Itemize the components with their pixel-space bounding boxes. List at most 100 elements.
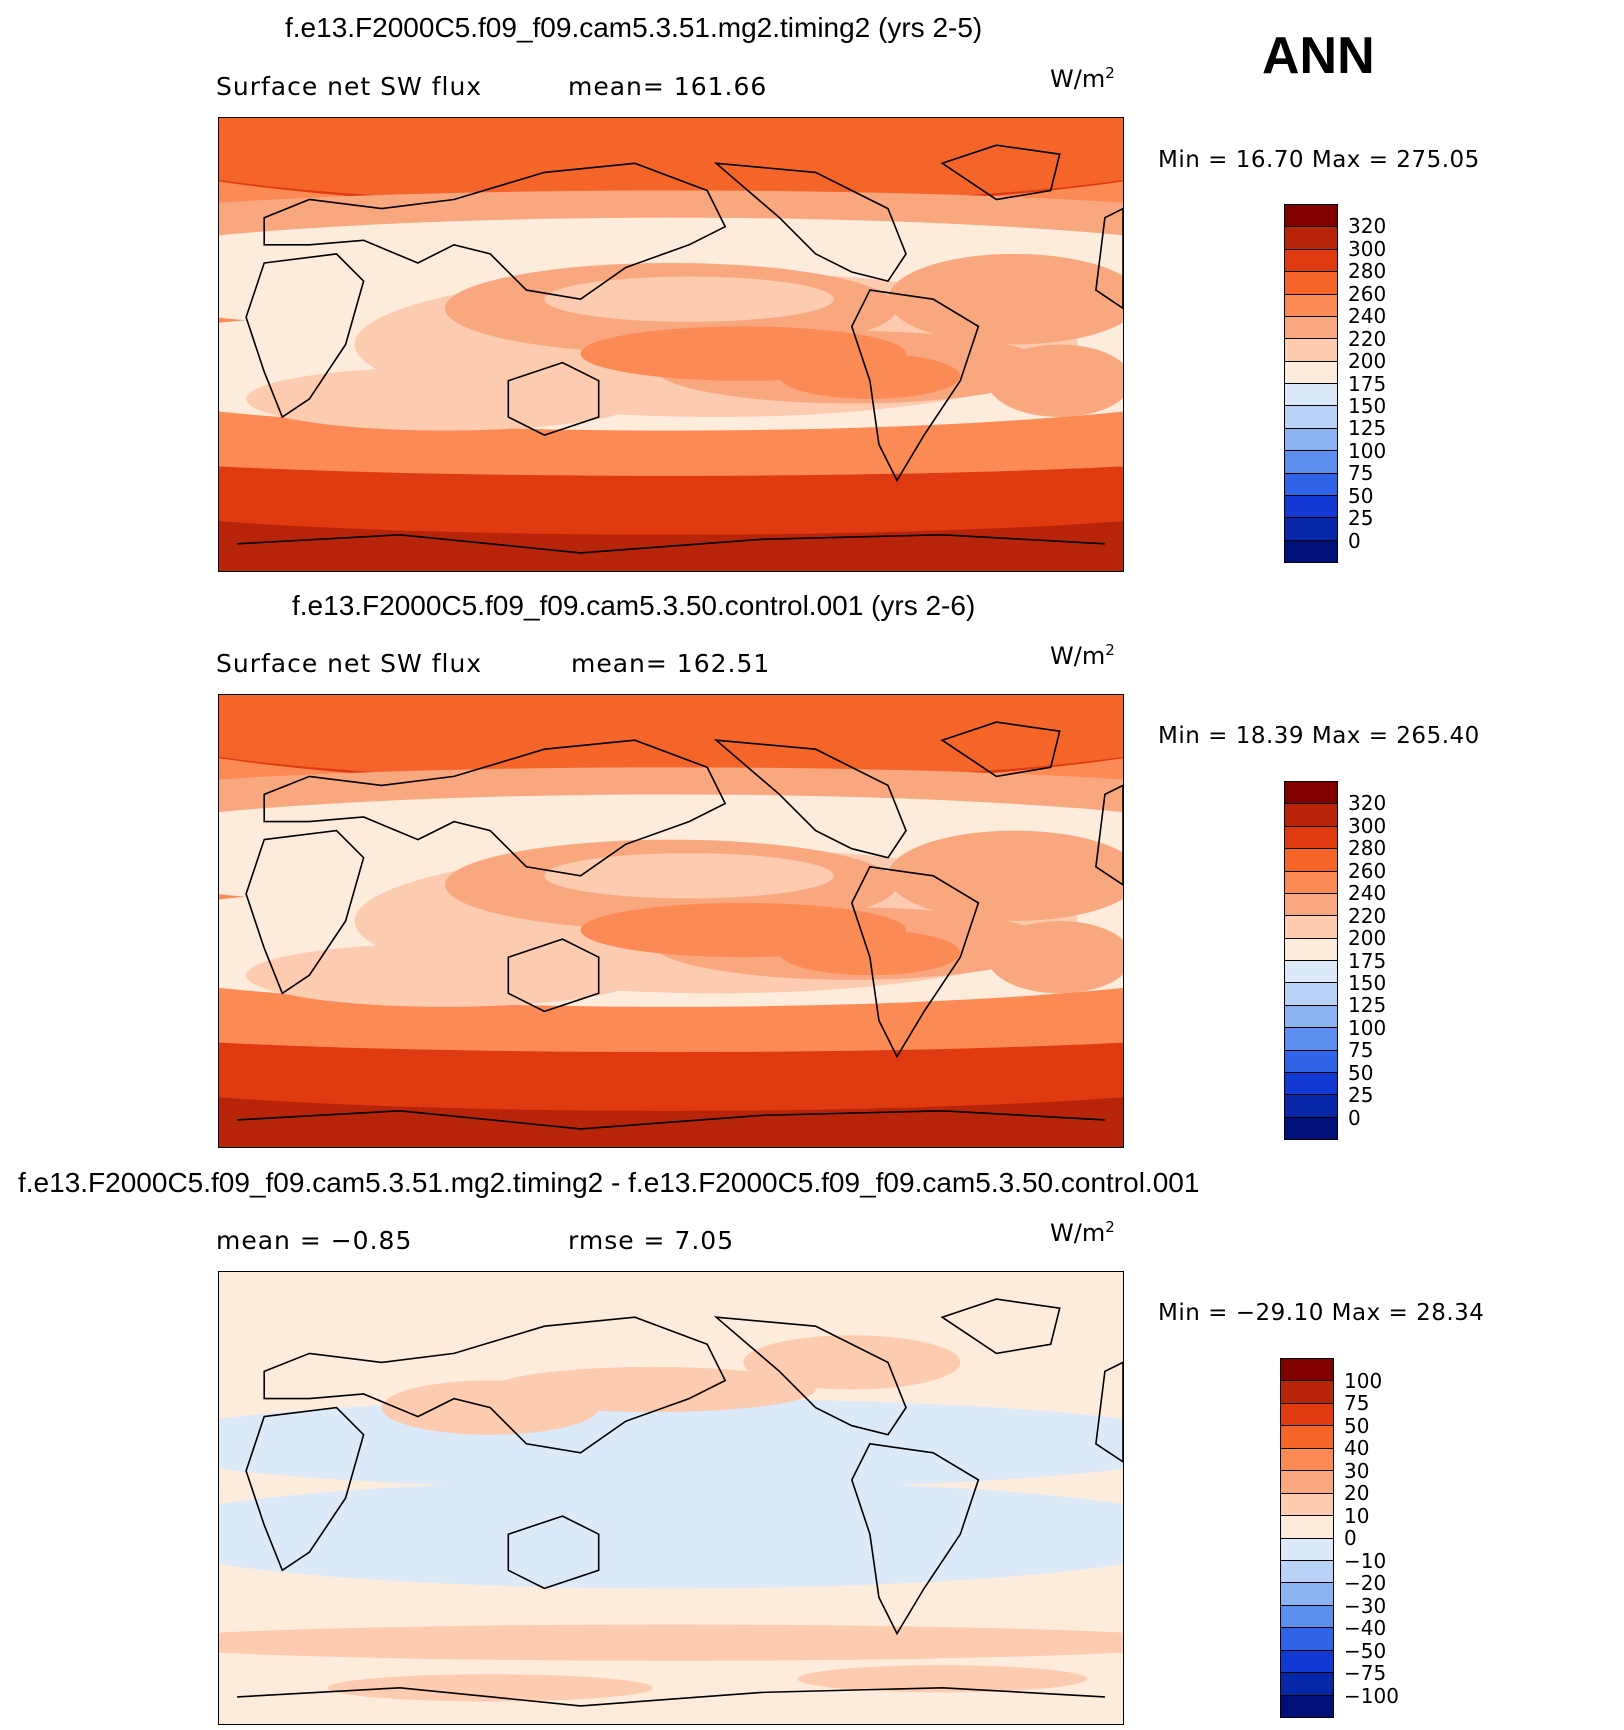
colorbar-tick-label: 320	[1348, 791, 1387, 816]
map-panel-test	[218, 117, 1124, 572]
panel-title: f.e13.F2000C5.f09_f09.cam5.3.51.mg2.timi…	[18, 1167, 1200, 1198]
colorbar-tick-label: −100	[1344, 1683, 1399, 1708]
colorbar-cell	[1285, 428, 1337, 452]
colorbar-cell	[1285, 826, 1337, 850]
colorbar-cell	[1285, 961, 1337, 984]
colorbar-cell	[1281, 1359, 1333, 1382]
colorbar-tick-label: 100	[1344, 1368, 1383, 1393]
colorbar-cell	[1285, 249, 1337, 273]
colorbar-cell	[1285, 893, 1337, 917]
colorbar-tick-label: −10	[1344, 1548, 1387, 1573]
colorbar-tick-label: 50	[1344, 1413, 1370, 1438]
colorbar-cell	[1285, 871, 1337, 894]
minmax-label: Min = 16.70 Max = 275.05	[1158, 147, 1480, 173]
colorbar-cell	[1285, 1028, 1337, 1051]
colorbar-tick-label: 75	[1344, 1391, 1370, 1415]
colorbar-tick-label: 200	[1348, 349, 1387, 374]
colorbar-tick-label: 100	[1348, 1015, 1387, 1040]
colorbar-tick-label: 260	[1348, 858, 1387, 883]
colorbar-tick-label: 200	[1348, 926, 1387, 951]
colorbar-cell	[1281, 1448, 1333, 1472]
colorbar-cell	[1285, 782, 1337, 805]
variable-label: Surface net SW flux	[216, 72, 483, 101]
colorbar-tick-label: 20	[1344, 1481, 1370, 1505]
colorbar-cell	[1285, 540, 1337, 562]
minmax-label: Min = 18.39 Max = 265.40	[1158, 723, 1480, 749]
colorbar-cell	[1281, 1381, 1333, 1404]
colorbar-tick-label: 320	[1348, 214, 1387, 239]
season-label: ANN	[1262, 27, 1375, 85]
colorbar-tick-label: 300	[1348, 813, 1387, 838]
colorbar-tick-label: −20	[1344, 1571, 1387, 1595]
colorbar-tick-label: 10	[1344, 1503, 1370, 1528]
map-panel-difference	[218, 1271, 1124, 1725]
minmax-label: Min = −29.10 Max = 28.34	[1158, 1300, 1485, 1326]
colorbar-tick-label: 220	[1348, 903, 1387, 928]
colorbar-tick-label: −30	[1344, 1593, 1387, 1618]
colorbar-tick-label: 280	[1348, 259, 1387, 284]
colorbar-cell	[1285, 916, 1337, 939]
colorbar-cell	[1281, 1605, 1333, 1629]
colorbar	[1284, 204, 1338, 563]
colorbar-cell	[1285, 316, 1337, 340]
colorbar-cell	[1281, 1628, 1333, 1651]
colorbar-cell	[1285, 518, 1337, 541]
colorbar-cell	[1281, 1493, 1333, 1517]
colorbar-cell	[1285, 1095, 1337, 1118]
colorbar-tick-label: 100	[1348, 438, 1387, 463]
colorbar	[1280, 1358, 1334, 1718]
rmse-label: rmse = 7.05	[568, 1226, 735, 1255]
colorbar-cell	[1281, 1403, 1333, 1427]
colorbar-tick-label: 280	[1348, 836, 1387, 861]
units-label: W/m2	[1050, 1218, 1115, 1247]
mean-label: mean= 162.51	[571, 649, 771, 678]
colorbar-tick-label: 150	[1348, 970, 1387, 995]
colorbar-cell	[1285, 804, 1337, 827]
colorbar-cell	[1281, 1426, 1333, 1449]
colorbar-cell	[1285, 339, 1337, 362]
units-label: W/m2	[1050, 641, 1115, 670]
colorbar-cell	[1285, 451, 1337, 474]
colorbar-tick-label: −40	[1344, 1616, 1387, 1640]
mean-label: mean= 161.66	[568, 72, 768, 101]
colorbar-cell	[1285, 227, 1337, 250]
colorbar-tick-label: 0	[1348, 1105, 1361, 1130]
colorbar-cell	[1285, 294, 1337, 317]
contour-map	[219, 118, 1123, 571]
colorbar-tick-label: 25	[1348, 1083, 1374, 1108]
colorbar-tick-label: 40	[1344, 1436, 1370, 1460]
colorbar-tick-label: 75	[1348, 461, 1374, 486]
colorbar-cell	[1285, 473, 1337, 496]
panel-title: f.e13.F2000C5.f09_f09.cam5.3.51.mg2.timi…	[285, 12, 983, 43]
colorbar-tick-label: 260	[1348, 281, 1387, 306]
colorbar-tick-label: 240	[1348, 881, 1387, 906]
colorbar-cell	[1281, 1695, 1333, 1717]
colorbar-cell	[1281, 1583, 1333, 1606]
variable-label: Surface net SW flux	[216, 649, 483, 678]
colorbar-tick-label: 175	[1348, 371, 1387, 396]
colorbar-cell	[1285, 1117, 1337, 1139]
colorbar	[1284, 781, 1338, 1140]
colorbar-tick-label: 0	[1344, 1526, 1357, 1550]
colorbar-cell	[1285, 384, 1337, 407]
colorbar-cell	[1285, 495, 1337, 519]
colorbar-cell	[1281, 1538, 1333, 1561]
colorbar-tick-label: 240	[1348, 304, 1387, 329]
colorbar-cell	[1281, 1560, 1333, 1584]
mean-label: mean = −0.85	[216, 1226, 413, 1255]
colorbar-tick-label: 150	[1348, 393, 1387, 418]
colorbar-tick-label: 50	[1348, 483, 1374, 508]
contour-map	[219, 1272, 1123, 1724]
colorbar-tick-label: 300	[1348, 236, 1387, 261]
colorbar-tick-label: 220	[1348, 326, 1387, 351]
colorbar-tick-label: 0	[1348, 528, 1361, 553]
colorbar-cell	[1285, 983, 1337, 1006]
colorbar-tick-label: −75	[1344, 1661, 1387, 1685]
colorbar-tick-label: 75	[1348, 1038, 1374, 1063]
panel-title: f.e13.F2000C5.f09_f09.cam5.3.50.control.…	[292, 590, 976, 621]
colorbar-cell	[1285, 406, 1337, 429]
colorbar-tick-label: 25	[1348, 506, 1374, 531]
colorbar-cell	[1285, 272, 1337, 295]
map-panel-control	[218, 694, 1124, 1148]
colorbar-cell	[1281, 1471, 1333, 1494]
